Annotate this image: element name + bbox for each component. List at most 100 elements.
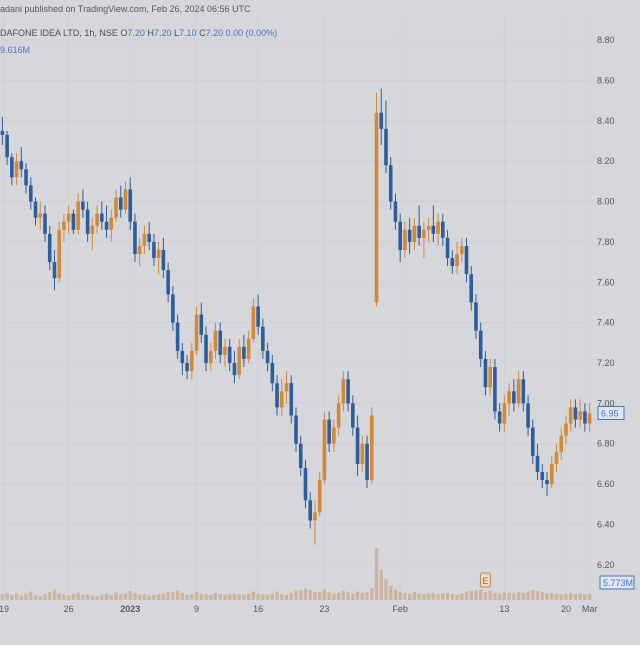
candle-body — [445, 237, 450, 259]
candle-body — [246, 338, 251, 359]
candle-body — [194, 314, 199, 351]
candle-body — [540, 471, 545, 481]
volume-bar — [100, 594, 104, 600]
volume-bar — [152, 594, 156, 600]
candle-body — [303, 467, 308, 501]
volume-bar — [43, 594, 47, 600]
candle — [133, 213, 137, 263]
candle — [407, 217, 412, 255]
candle-body — [521, 379, 526, 404]
volume-bar — [327, 592, 331, 600]
candle-body — [360, 443, 365, 464]
candle — [14, 153, 19, 186]
candle-body — [426, 225, 431, 230]
candle — [100, 201, 104, 230]
candle-body — [133, 221, 137, 255]
candle-body — [85, 209, 90, 234]
candle — [445, 229, 450, 267]
volume-bar — [507, 592, 511, 600]
candle — [384, 100, 388, 174]
candle-body — [204, 334, 208, 363]
high-label: H — [147, 28, 154, 38]
candle-body — [549, 463, 554, 485]
volume-bar — [455, 594, 459, 600]
volume-bar — [474, 590, 478, 600]
candle-body — [66, 213, 71, 222]
earnings-marker-icon: E — [479, 572, 491, 588]
volume-badge-label: 5.773M — [603, 578, 633, 588]
time-axis[interactable]: 19 26 2023 9 16 23 Feb 13 20 Mar — [0, 604, 597, 614]
volume-bar — [502, 592, 507, 600]
candle-body — [104, 221, 109, 230]
volume-bar — [360, 592, 364, 600]
candle-body — [322, 419, 327, 481]
volume-bar — [450, 594, 454, 600]
candle-body — [431, 225, 436, 234]
volume-bar — [540, 592, 544, 600]
candle-body — [52, 262, 57, 279]
candle-body — [114, 197, 118, 218]
candle — [450, 249, 455, 275]
price-axis[interactable]: 8.80 8.60 8.40 8.20 8.00 7.80 7.60 7.40 7.20 7.00… — [597, 35, 635, 590]
candle-body — [398, 221, 402, 250]
volume-bar — [289, 592, 293, 600]
candle — [568, 399, 573, 432]
candle — [0, 116, 5, 146]
volume-bar — [114, 592, 118, 600]
candle — [507, 383, 511, 416]
volume-bar — [393, 589, 398, 600]
price-tick-label: 8.00 — [597, 197, 615, 207]
volume-bar — [417, 593, 421, 600]
candle — [294, 407, 298, 452]
volume-bar — [280, 594, 284, 600]
candle-body — [279, 391, 284, 408]
time-tick-label: 2023 — [120, 604, 140, 614]
candle — [469, 266, 474, 311]
volume-bar — [218, 594, 222, 600]
candle-body — [227, 346, 232, 363]
volume-bar — [370, 588, 374, 600]
candle-body — [5, 134, 9, 158]
volume-bar — [261, 594, 265, 600]
volume-bar — [318, 591, 322, 600]
candle — [171, 286, 175, 331]
markers: E — [479, 572, 491, 588]
volume-bar — [445, 592, 450, 600]
candle — [232, 350, 237, 384]
symbol-legend[interactable]: DAFONE IDEA LTD, 1h, NSE O7.20 H7.20 L7.… — [0, 28, 277, 38]
candle — [156, 241, 161, 275]
volume-bar — [569, 592, 573, 600]
candle-body — [294, 415, 298, 444]
candle — [175, 314, 180, 359]
volume-bar — [526, 591, 530, 600]
volume-bar — [104, 593, 109, 600]
price-tick-label: 7.20 — [597, 358, 615, 368]
candle — [493, 358, 497, 420]
candle — [62, 213, 66, 242]
volume-bar — [483, 592, 488, 600]
candle-body — [573, 407, 578, 420]
candle-body — [208, 350, 213, 363]
volume-bar — [431, 592, 436, 600]
candle-body — [384, 128, 388, 166]
volume-bar — [422, 594, 426, 600]
candle — [365, 435, 369, 489]
volume-bar — [67, 595, 71, 600]
volume-bar — [516, 592, 521, 600]
low-value: 7.10 — [179, 28, 197, 38]
candle — [322, 411, 327, 485]
candle — [57, 221, 61, 283]
candle-body — [265, 350, 270, 363]
candle-body — [190, 350, 194, 372]
price-tick-label: 7.00 — [597, 398, 615, 408]
candle — [152, 233, 156, 267]
candle — [185, 354, 189, 380]
candle-body — [464, 245, 469, 275]
volume-bar — [57, 593, 61, 600]
candle — [109, 209, 114, 242]
volume-bar — [573, 594, 578, 600]
candle-body — [14, 161, 19, 178]
candle — [351, 395, 355, 436]
candle — [128, 177, 133, 230]
